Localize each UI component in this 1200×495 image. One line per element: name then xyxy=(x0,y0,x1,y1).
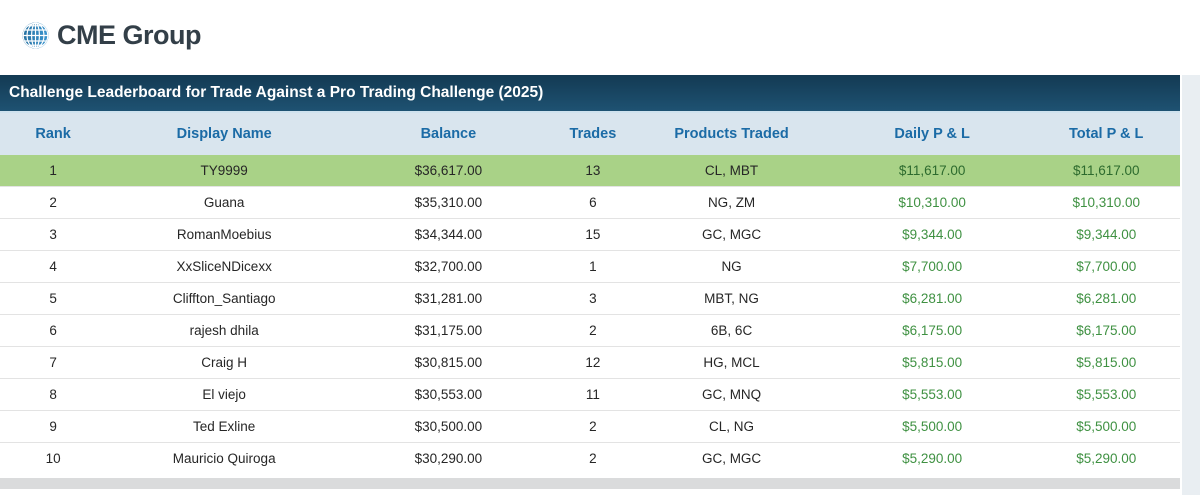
column-header-daily-pnl: Daily P & L xyxy=(831,113,1033,155)
globe-icon xyxy=(22,22,49,49)
column-header-products-traded: Products Traded xyxy=(631,113,832,155)
column-header-trades: Trades xyxy=(554,113,632,155)
site-header: CME Group xyxy=(0,0,1200,74)
column-header-rank: Rank xyxy=(0,113,107,155)
cell-balance: $36,617.00 xyxy=(342,155,555,187)
cell-daily-pnl: $9,344.00 xyxy=(831,218,1033,251)
cell-daily-pnl: $6,175.00 xyxy=(831,314,1033,347)
cell-total-pnl: $6,281.00 xyxy=(1032,282,1180,315)
cell-total-pnl: $10,310.00 xyxy=(1032,186,1180,219)
table-row: 6 rajesh dhila $31,175.00 2 6B, 6C $6,17… xyxy=(0,314,1180,347)
cell-rank: 10 xyxy=(0,442,107,474)
table-row: 10 Mauricio Quiroga $30,290.00 2 GC, MGC… xyxy=(0,442,1180,474)
cell-total-pnl: $5,290.00 xyxy=(1032,442,1180,474)
cell-total-pnl: $9,344.00 xyxy=(1032,218,1180,251)
table-row: 8 El viejo $30,553.00 11 GC, MNQ $5,553.… xyxy=(0,378,1180,411)
cell-rank: 3 xyxy=(0,218,107,251)
cell-daily-pnl: $10,310.00 xyxy=(831,186,1033,219)
cell-total-pnl: $6,175.00 xyxy=(1032,314,1180,347)
table-row: 9 Ted Exline $30,500.00 2 CL, NG $5,500.… xyxy=(0,410,1180,443)
cell-display-name: Ted Exline xyxy=(106,410,343,443)
cell-balance: $35,310.00 xyxy=(342,186,555,219)
table-row: 2 Guana $35,310.00 6 NG, ZM $10,310.00 $… xyxy=(0,186,1180,219)
column-header-balance: Balance xyxy=(342,113,555,155)
cell-balance: $31,281.00 xyxy=(342,282,555,315)
table-row: 5 Cliffton_Santiago $31,281.00 3 MBT, NG… xyxy=(0,282,1180,315)
cell-balance: $34,344.00 xyxy=(342,218,555,251)
cell-products-traded: NG xyxy=(631,250,832,283)
cell-total-pnl: $7,700.00 xyxy=(1032,250,1180,283)
leaderboard-title-bar: Challenge Leaderboard for Trade Against … xyxy=(0,75,1180,113)
cell-display-name: Cliffton_Santiago xyxy=(106,282,343,315)
cell-products-traded: MBT, NG xyxy=(631,282,832,315)
cell-products-traded: 6B, 6C xyxy=(631,314,832,347)
cell-rank: 2 xyxy=(0,186,107,219)
cell-products-traded: CL, MBT xyxy=(631,155,832,187)
cell-rank: 6 xyxy=(0,314,107,347)
table-row: 4 XxSliceNDicexx $32,700.00 1 NG $7,700.… xyxy=(0,250,1180,283)
leaderboard-table: Rank Display Name Balance Trades Product… xyxy=(0,113,1180,474)
cell-daily-pnl: $6,281.00 xyxy=(831,282,1033,315)
cell-display-name: rajesh dhila xyxy=(106,314,343,347)
cell-display-name: Mauricio Quiroga xyxy=(106,442,343,474)
cell-daily-pnl: $7,700.00 xyxy=(831,250,1033,283)
cell-display-name: Guana xyxy=(106,186,343,219)
cell-rank: 8 xyxy=(0,378,107,411)
cell-trades: 11 xyxy=(554,378,632,411)
cell-trades: 15 xyxy=(554,218,632,251)
cell-total-pnl: $5,553.00 xyxy=(1032,378,1180,411)
cell-daily-pnl: $5,290.00 xyxy=(831,442,1033,474)
column-header-total-pnl: Total P & L xyxy=(1032,113,1180,155)
cell-trades: 2 xyxy=(554,410,632,443)
cell-display-name: El viejo xyxy=(106,378,343,411)
cell-daily-pnl: $5,553.00 xyxy=(831,378,1033,411)
cell-rank: 1 xyxy=(0,155,107,187)
cell-products-traded: GC, MGC xyxy=(631,442,832,474)
cell-balance: $30,290.00 xyxy=(342,442,555,474)
cell-trades: 2 xyxy=(554,442,632,474)
cell-products-traded: GC, MGC xyxy=(631,218,832,251)
cell-rank: 5 xyxy=(0,282,107,315)
brand-name: CME Group xyxy=(57,20,202,50)
cell-balance: $32,700.00 xyxy=(342,250,555,283)
vertical-scrollbar[interactable] xyxy=(1182,75,1200,495)
table-row: 3 RomanMoebius $34,344.00 15 GC, MGC $9,… xyxy=(0,218,1180,251)
cell-rank: 4 xyxy=(0,250,107,283)
cell-total-pnl: $11,617.00 xyxy=(1032,155,1180,187)
table-row: 7 Craig H $30,815.00 12 HG, MCL $5,815.0… xyxy=(0,346,1180,379)
cme-group-logo[interactable]: CME Group xyxy=(22,20,202,51)
cell-display-name: TY9999 xyxy=(106,155,343,187)
cell-balance: $31,175.00 xyxy=(342,314,555,347)
cell-trades: 12 xyxy=(554,346,632,379)
column-header-display-name: Display Name xyxy=(106,113,343,155)
table-row: 1 TY9999 $36,617.00 13 CL, MBT $11,617.0… xyxy=(0,155,1180,187)
cell-balance: $30,553.00 xyxy=(342,378,555,411)
cell-display-name: Craig H xyxy=(106,346,343,379)
cell-rank: 9 xyxy=(0,410,107,443)
cell-display-name: XxSliceNDicexx xyxy=(106,250,343,283)
cell-rank: 7 xyxy=(0,346,107,379)
cell-products-traded: CL, NG xyxy=(631,410,832,443)
cell-trades: 3 xyxy=(554,282,632,315)
cell-total-pnl: $5,500.00 xyxy=(1032,410,1180,443)
leaderboard-title: Challenge Leaderboard for Trade Against … xyxy=(9,84,544,101)
cell-trades: 6 xyxy=(554,186,632,219)
cell-products-traded: NG, ZM xyxy=(631,186,832,219)
cell-trades: 13 xyxy=(554,155,632,187)
cell-balance: $30,815.00 xyxy=(342,346,555,379)
horizontal-scrollbar[interactable] xyxy=(0,478,1180,489)
cell-trades: 2 xyxy=(554,314,632,347)
cell-products-traded: GC, MNQ xyxy=(631,378,832,411)
cell-balance: $30,500.00 xyxy=(342,410,555,443)
table-header-row: Rank Display Name Balance Trades Product… xyxy=(0,113,1180,155)
cell-products-traded: HG, MCL xyxy=(631,346,832,379)
cell-daily-pnl: $5,815.00 xyxy=(831,346,1033,379)
cell-total-pnl: $5,815.00 xyxy=(1032,346,1180,379)
cell-daily-pnl: $11,617.00 xyxy=(831,155,1033,187)
cell-display-name: RomanMoebius xyxy=(106,218,343,251)
cell-trades: 1 xyxy=(554,250,632,283)
leaderboard-widget: Challenge Leaderboard for Trade Against … xyxy=(0,75,1180,474)
cell-daily-pnl: $5,500.00 xyxy=(831,410,1033,443)
